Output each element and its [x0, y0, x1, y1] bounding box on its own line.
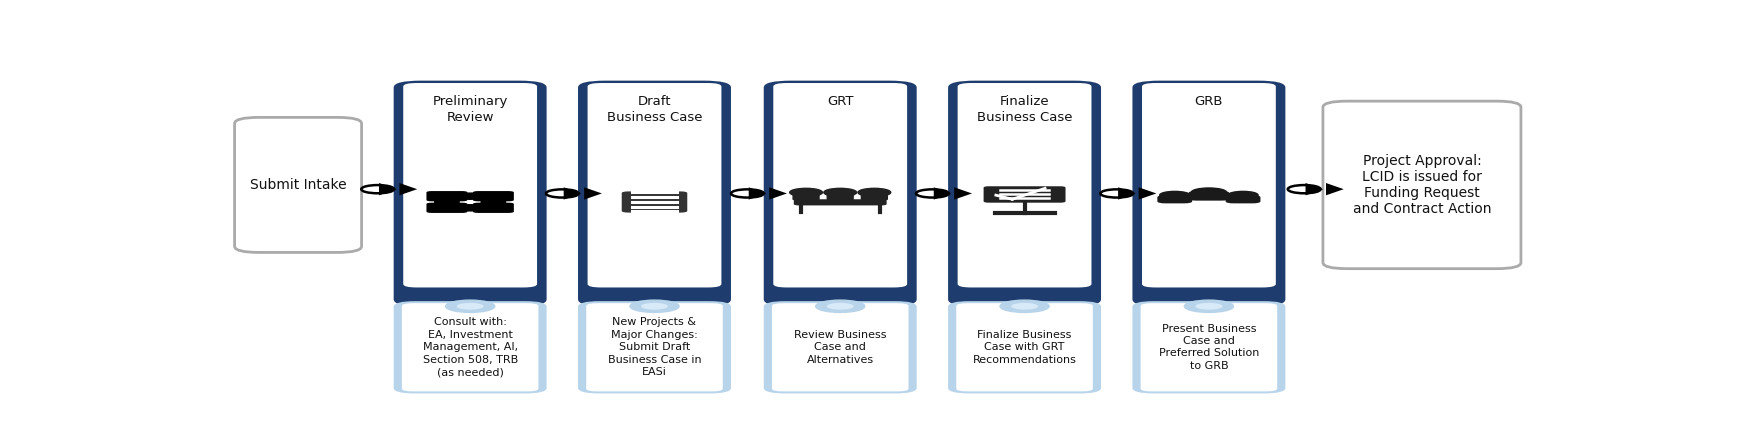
Polygon shape: [934, 187, 951, 200]
Circle shape: [458, 193, 483, 199]
Circle shape: [481, 199, 506, 205]
Circle shape: [1195, 303, 1223, 309]
Polygon shape: [770, 187, 788, 200]
FancyBboxPatch shape: [403, 83, 537, 287]
FancyBboxPatch shape: [578, 81, 731, 306]
Circle shape: [789, 188, 823, 197]
Circle shape: [1191, 188, 1226, 197]
Circle shape: [446, 300, 495, 313]
FancyBboxPatch shape: [793, 199, 886, 206]
Text: Draft
Business Case: Draft Business Case: [606, 95, 703, 124]
Circle shape: [361, 185, 395, 193]
Text: Project Approval:
LCID is issued for
Funding Request
and Contract Action: Project Approval: LCID is issued for Fun…: [1353, 154, 1491, 216]
FancyBboxPatch shape: [402, 303, 539, 392]
Text: Finalize
Business Case: Finalize Business Case: [976, 95, 1073, 124]
FancyBboxPatch shape: [1226, 195, 1260, 203]
FancyBboxPatch shape: [234, 117, 361, 253]
Text: GRB: GRB: [1195, 95, 1223, 108]
FancyBboxPatch shape: [1133, 81, 1284, 306]
FancyBboxPatch shape: [763, 301, 916, 393]
FancyBboxPatch shape: [948, 301, 1101, 393]
Text: Present Business
Case and
Preferred Solution
to GRB: Present Business Case and Preferred Solu…: [1159, 324, 1260, 371]
FancyBboxPatch shape: [763, 81, 916, 306]
Polygon shape: [400, 183, 418, 195]
Text: Consult with:
EA, Investment
Management, AI,
Section 508, TRB
(as needed): Consult with: EA, Investment Management,…: [423, 317, 518, 377]
FancyBboxPatch shape: [393, 81, 546, 306]
Circle shape: [1099, 189, 1133, 198]
Circle shape: [631, 300, 678, 313]
FancyBboxPatch shape: [426, 202, 467, 213]
FancyBboxPatch shape: [957, 83, 1091, 287]
Circle shape: [731, 189, 763, 198]
Circle shape: [458, 205, 483, 211]
FancyBboxPatch shape: [587, 303, 722, 392]
FancyBboxPatch shape: [772, 303, 909, 392]
Text: Finalize Business
Case with GRT
Recommendations: Finalize Business Case with GRT Recommen…: [973, 330, 1077, 365]
Circle shape: [1011, 303, 1038, 309]
Text: Submit Intake: Submit Intake: [250, 178, 347, 192]
Circle shape: [1288, 185, 1320, 193]
Circle shape: [1228, 191, 1258, 199]
FancyBboxPatch shape: [1140, 303, 1277, 392]
Text: Preliminary
Review: Preliminary Review: [432, 95, 507, 124]
Circle shape: [1159, 191, 1189, 199]
Circle shape: [916, 189, 948, 198]
FancyBboxPatch shape: [983, 186, 1066, 202]
FancyBboxPatch shape: [472, 202, 515, 213]
Circle shape: [826, 303, 855, 309]
FancyBboxPatch shape: [472, 191, 515, 201]
FancyBboxPatch shape: [1158, 195, 1193, 203]
Polygon shape: [1119, 187, 1136, 200]
Circle shape: [1184, 300, 1233, 313]
Text: New Projects &
Major Changes:
Submit Draft
Business Case in
EASi: New Projects & Major Changes: Submit Dra…: [608, 317, 701, 377]
Polygon shape: [1138, 187, 1156, 200]
Polygon shape: [1327, 183, 1344, 195]
Polygon shape: [379, 183, 396, 195]
Circle shape: [546, 189, 578, 198]
FancyBboxPatch shape: [860, 194, 888, 201]
Text: GRT: GRT: [826, 95, 853, 108]
Polygon shape: [585, 187, 603, 200]
Circle shape: [1001, 300, 1048, 313]
FancyBboxPatch shape: [1142, 83, 1276, 287]
FancyBboxPatch shape: [1188, 191, 1230, 201]
FancyBboxPatch shape: [1133, 301, 1284, 393]
Polygon shape: [564, 187, 581, 200]
Circle shape: [858, 188, 892, 197]
Circle shape: [825, 188, 856, 197]
FancyBboxPatch shape: [578, 301, 731, 393]
FancyBboxPatch shape: [426, 191, 467, 201]
Polygon shape: [1306, 183, 1323, 195]
Circle shape: [816, 300, 865, 313]
Polygon shape: [749, 187, 766, 200]
Circle shape: [435, 199, 460, 205]
FancyBboxPatch shape: [393, 301, 546, 393]
FancyBboxPatch shape: [793, 194, 819, 201]
FancyBboxPatch shape: [948, 81, 1101, 306]
FancyBboxPatch shape: [774, 83, 907, 287]
Circle shape: [456, 303, 483, 309]
Circle shape: [641, 303, 668, 309]
FancyBboxPatch shape: [587, 83, 721, 287]
FancyBboxPatch shape: [1323, 101, 1521, 269]
FancyBboxPatch shape: [467, 201, 472, 202]
Text: Review Business
Case and
Alternatives: Review Business Case and Alternatives: [795, 330, 886, 365]
FancyBboxPatch shape: [622, 191, 687, 213]
Polygon shape: [955, 187, 973, 200]
FancyBboxPatch shape: [957, 303, 1092, 392]
FancyBboxPatch shape: [826, 194, 855, 201]
